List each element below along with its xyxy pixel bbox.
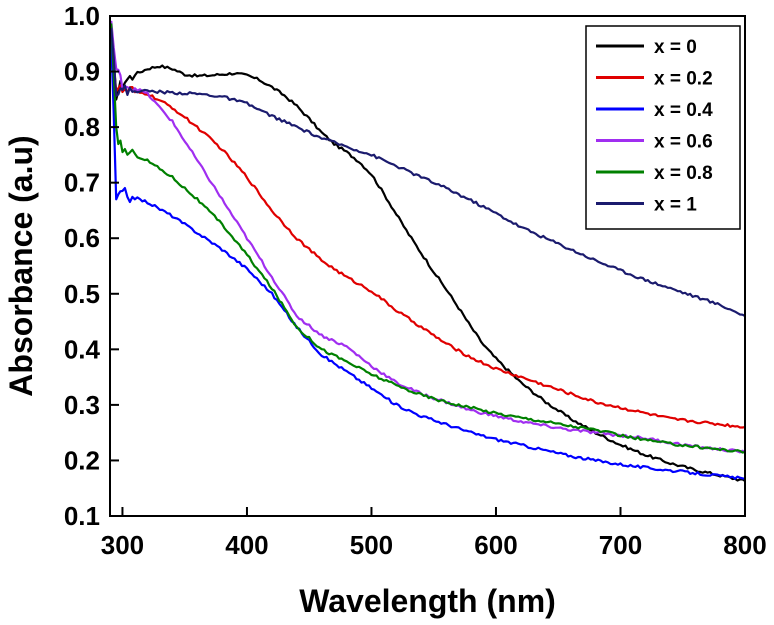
axis-ticks: 300 400 500 600 700 800 0.1 0.2 0.3 0.4 0.5 0.6 0.7 0… bbox=[64, 1, 767, 560]
y-tick-label: 0.4 bbox=[64, 334, 101, 364]
y-tick-label: 0.5 bbox=[64, 279, 100, 309]
legend: x = 0 x = 0.2 x = 0.4 x = 0.6 x = 0.8 x = 1 bbox=[585, 25, 741, 230]
y-tick-label: 0.6 bbox=[64, 223, 100, 253]
x-tick-label: 500 bbox=[350, 530, 393, 560]
legend-label: x = 0.4 bbox=[654, 100, 713, 121]
series-line-1 bbox=[110, 43, 746, 429]
legend-label: x = 1 bbox=[654, 195, 697, 216]
y-tick-label: 0.1 bbox=[64, 501, 100, 531]
series-line-0 bbox=[110, 27, 746, 482]
legend-label: x = 0.8 bbox=[654, 163, 713, 184]
x-tick-label: 800 bbox=[723, 530, 766, 560]
x-tick-label: 700 bbox=[599, 530, 642, 560]
legend-label: x = 0.2 bbox=[654, 69, 713, 90]
x-tick-label: 300 bbox=[101, 530, 144, 560]
series-line-5 bbox=[110, 28, 746, 317]
legend-label: x = 0.6 bbox=[654, 132, 713, 153]
y-tick-label: 0.9 bbox=[64, 57, 100, 87]
y-tick-label: 1.0 bbox=[64, 1, 100, 31]
x-tick-label: 400 bbox=[225, 530, 268, 560]
legend-label: x = 0 bbox=[654, 37, 697, 58]
y-tick-label: 0.7 bbox=[64, 168, 100, 198]
y-tick-label: 0.2 bbox=[64, 445, 100, 475]
series-line-4 bbox=[110, 23, 746, 454]
x-axis-title: Wavelength (nm) bbox=[299, 583, 556, 619]
series-line-2 bbox=[110, 40, 746, 480]
y-tick-label: 0.8 bbox=[64, 112, 100, 142]
y-axis-title: Absorbance (a.u) bbox=[3, 135, 39, 396]
plot-area-frame bbox=[109, 15, 746, 517]
x-tick-label: 600 bbox=[474, 530, 517, 560]
series-layer bbox=[110, 20, 746, 482]
y-tick-label: 0.3 bbox=[64, 390, 100, 420]
legend-box bbox=[585, 25, 741, 230]
